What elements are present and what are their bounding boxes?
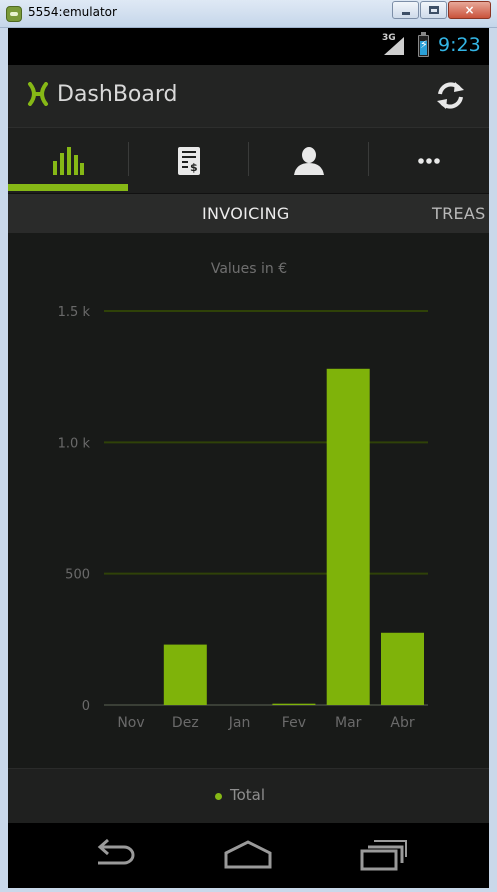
charging-icon: ⚡ bbox=[420, 38, 428, 51]
person-icon bbox=[294, 147, 324, 175]
minimize-icon bbox=[402, 12, 410, 15]
invoice-icon: $ bbox=[178, 147, 200, 175]
recents-icon[interactable] bbox=[360, 837, 408, 871]
y-tick-label: 0 bbox=[82, 699, 90, 714]
chart-legend: Total bbox=[8, 768, 489, 823]
bar-chart: Values in € 0 500 1.0 k 1.5 k Nov Dez Jan Fev Mar… bbox=[58, 261, 428, 731]
pager-tab-next[interactable]: TREAS bbox=[432, 204, 486, 223]
chart-title: Values in € bbox=[211, 261, 287, 277]
icon-tab-bar: $ bbox=[8, 127, 489, 193]
bar-mar bbox=[326, 368, 370, 705]
x-logo-icon[interactable] bbox=[27, 82, 49, 106]
chart-area: Values in € 0 500 1.0 k 1.5 k Nov Dez Jan Fev Mar… bbox=[8, 233, 489, 768]
y-tick-label: 1.5 k bbox=[58, 305, 91, 320]
window-frame-right bbox=[489, 28, 497, 892]
tab-divider bbox=[248, 142, 249, 176]
bar-dez bbox=[163, 644, 207, 705]
window-frame-left bbox=[0, 28, 8, 892]
svg-text:$: $ bbox=[190, 161, 198, 174]
close-window-button[interactable]: × bbox=[448, 1, 491, 19]
status-bar: 3G ⚡ 9:23 bbox=[8, 28, 489, 65]
battery-icon: ⚡ bbox=[418, 32, 429, 57]
x-tick-label: Nov bbox=[117, 715, 144, 731]
battery-level bbox=[420, 41, 427, 55]
pager-tab-invoicing[interactable]: INVOICING bbox=[202, 204, 290, 223]
window-title: 5554:emulator bbox=[28, 5, 117, 19]
signal-icon bbox=[384, 37, 404, 55]
action-bar: DashBoard bbox=[8, 65, 489, 127]
more-icon bbox=[418, 158, 440, 164]
x-tick-label: Fev bbox=[282, 715, 306, 731]
selected-tab-indicator bbox=[8, 184, 128, 191]
maximize-icon bbox=[429, 6, 439, 14]
x-tick-label: Mar bbox=[335, 715, 362, 731]
emulator-window-titlebar: 5554:emulator × bbox=[0, 0, 497, 28]
bar-abr bbox=[381, 632, 424, 705]
window-frame-bottom bbox=[0, 888, 497, 892]
tab-divider bbox=[128, 142, 129, 176]
tab-divider bbox=[368, 142, 369, 176]
home-icon[interactable] bbox=[224, 837, 272, 871]
pager-title-strip: INVOICING TREAS bbox=[8, 193, 489, 233]
legend-label: Total bbox=[230, 786, 266, 804]
minimize-button[interactable] bbox=[392, 1, 419, 19]
bar-fev bbox=[272, 703, 316, 705]
clock: 9:23 bbox=[438, 34, 481, 56]
tab-invoices[interactable]: $ bbox=[129, 128, 249, 194]
x-tick-label: Jan bbox=[228, 715, 251, 731]
bar-chart-icon bbox=[53, 147, 84, 175]
close-icon: × bbox=[464, 3, 475, 17]
y-tick-label: 500 bbox=[65, 568, 90, 583]
tab-contacts[interactable] bbox=[249, 128, 369, 194]
network-type-label: 3G bbox=[382, 33, 396, 43]
back-icon[interactable] bbox=[90, 837, 138, 871]
maximize-button[interactable] bbox=[420, 1, 447, 19]
legend-swatch bbox=[215, 793, 222, 800]
app-title: DashBoard bbox=[57, 82, 178, 107]
emulator-app-icon bbox=[6, 6, 22, 22]
x-tick-label: Abr bbox=[390, 715, 414, 731]
x-tick-label: Dez bbox=[172, 715, 199, 731]
tab-more[interactable] bbox=[369, 128, 489, 194]
android-screen: 3G ⚡ 9:23 DashBoard bbox=[8, 28, 489, 888]
navigation-bar bbox=[8, 823, 489, 888]
y-tick-label: 1.0 k bbox=[58, 436, 91, 451]
refresh-icon[interactable] bbox=[434, 79, 467, 112]
tab-charts[interactable] bbox=[8, 128, 128, 194]
